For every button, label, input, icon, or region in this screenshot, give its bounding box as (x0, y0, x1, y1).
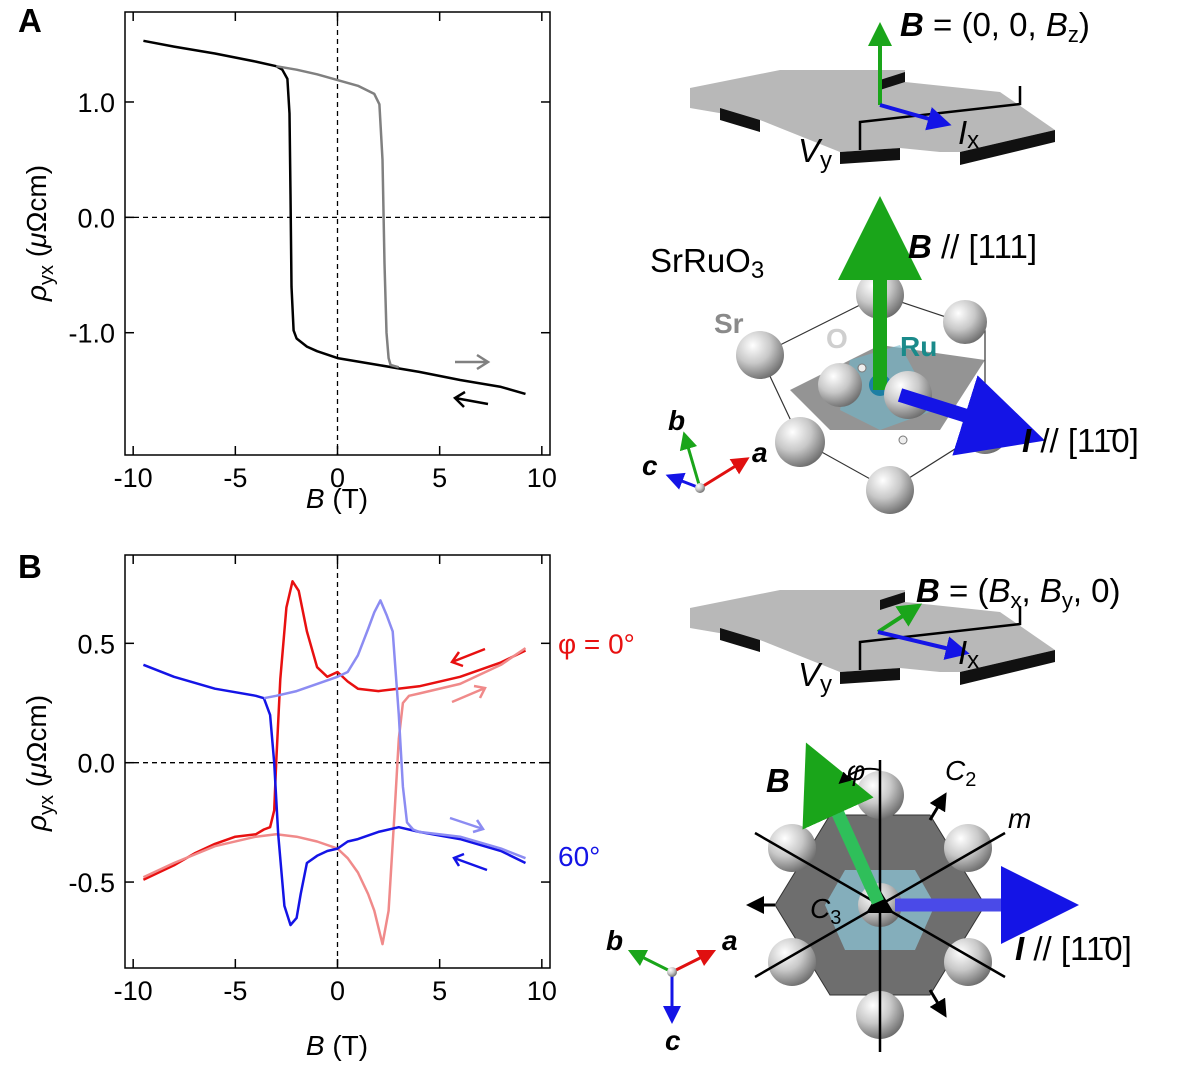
crystal-a (736, 196, 1046, 514)
x-tick-label: 0 (330, 463, 345, 493)
axis-triad (627, 949, 717, 1024)
x-axis-label: B (T) (306, 483, 368, 514)
sweep-arrow (455, 353, 491, 371)
current-direction-label: I // [11̄0] (1022, 422, 1139, 459)
axis-label: b (606, 925, 623, 956)
x-tick-label: -5 (223, 976, 247, 1006)
series-label: 60° (558, 841, 600, 872)
x-tick-label: -10 (114, 463, 153, 493)
data-line (263, 599, 526, 860)
field-label: B = (Bx, By, 0) (916, 572, 1121, 613)
compound-label: SrRuO3 (650, 242, 764, 284)
x-tick-label: -10 (114, 976, 153, 1006)
field-direction-label: B // [111] (908, 228, 1037, 265)
atom-label: Sr (714, 308, 744, 339)
symmetry-label: C2 (945, 755, 976, 791)
data-line (142, 580, 527, 881)
voltage-label: Vy (798, 656, 832, 698)
current-label: Ix (958, 634, 979, 674)
y-tick-label: -1.0 (68, 319, 115, 349)
axis-label: b (668, 405, 685, 436)
x-tick-label: 5 (432, 463, 447, 493)
sweep-arrow (449, 816, 485, 834)
y-tick-label: 0.5 (77, 629, 115, 659)
y-tick-label: 0.0 (77, 749, 115, 779)
axis-label: a (722, 925, 738, 956)
data-line (275, 64, 400, 369)
axis-label: a (752, 437, 768, 468)
current-direction-label: I // [11̄0] (1015, 930, 1132, 967)
y-tick-label: 0.0 (77, 203, 115, 233)
x-tick-label: 5 (432, 976, 447, 1006)
field-arrow-label: B (766, 762, 790, 799)
x-axis-label: B (T) (306, 1030, 368, 1061)
sweep-arrow (452, 852, 488, 872)
panel-label: A (18, 2, 42, 39)
field-label: B = (0, 0, Bz) (900, 6, 1090, 47)
axis-triad (665, 431, 750, 493)
x-tick-label: 0 (330, 976, 345, 1006)
series-label: φ = 0° (558, 628, 635, 659)
sweep-arrow (450, 647, 486, 668)
x-tick-label: 10 (527, 976, 557, 1006)
y-tick-label: -0.5 (68, 868, 115, 898)
x-tick-label: -5 (223, 463, 247, 493)
mirror-label: m (1008, 803, 1031, 834)
data-line (143, 39, 526, 396)
crystal-b (746, 742, 1079, 1052)
axis-label: c (665, 1025, 681, 1056)
current-label: Ix (958, 114, 979, 154)
y-axis-label: ρyx (μΩcm) (21, 165, 58, 302)
hall-bar-b (690, 590, 1055, 685)
axis-label: c (642, 450, 658, 481)
sweep-arrows (449, 353, 491, 872)
y-axis-label: ρyx (μΩcm) (21, 695, 58, 832)
sweep-arrow (451, 684, 487, 704)
y-tick-label: 1.0 (77, 88, 115, 118)
symmetry-label: C3 (810, 893, 841, 929)
panel-label: B (18, 548, 42, 585)
data-line (142, 663, 527, 927)
x-tick-label: 10 (527, 463, 557, 493)
angle-label: φ (847, 755, 865, 786)
voltage-label: Vy (798, 132, 832, 174)
sweep-arrow (452, 390, 489, 408)
atom-label: O (826, 323, 848, 354)
plots: -10 -5 0 5 10 -1.0 0.0 1.0 -10 -5 0 5 10 -0.5 0.0 0.5 φ … (68, 11, 635, 1006)
data-line (142, 647, 527, 946)
hall-bar-a (690, 22, 1055, 165)
atom-label: Ru (900, 331, 937, 362)
